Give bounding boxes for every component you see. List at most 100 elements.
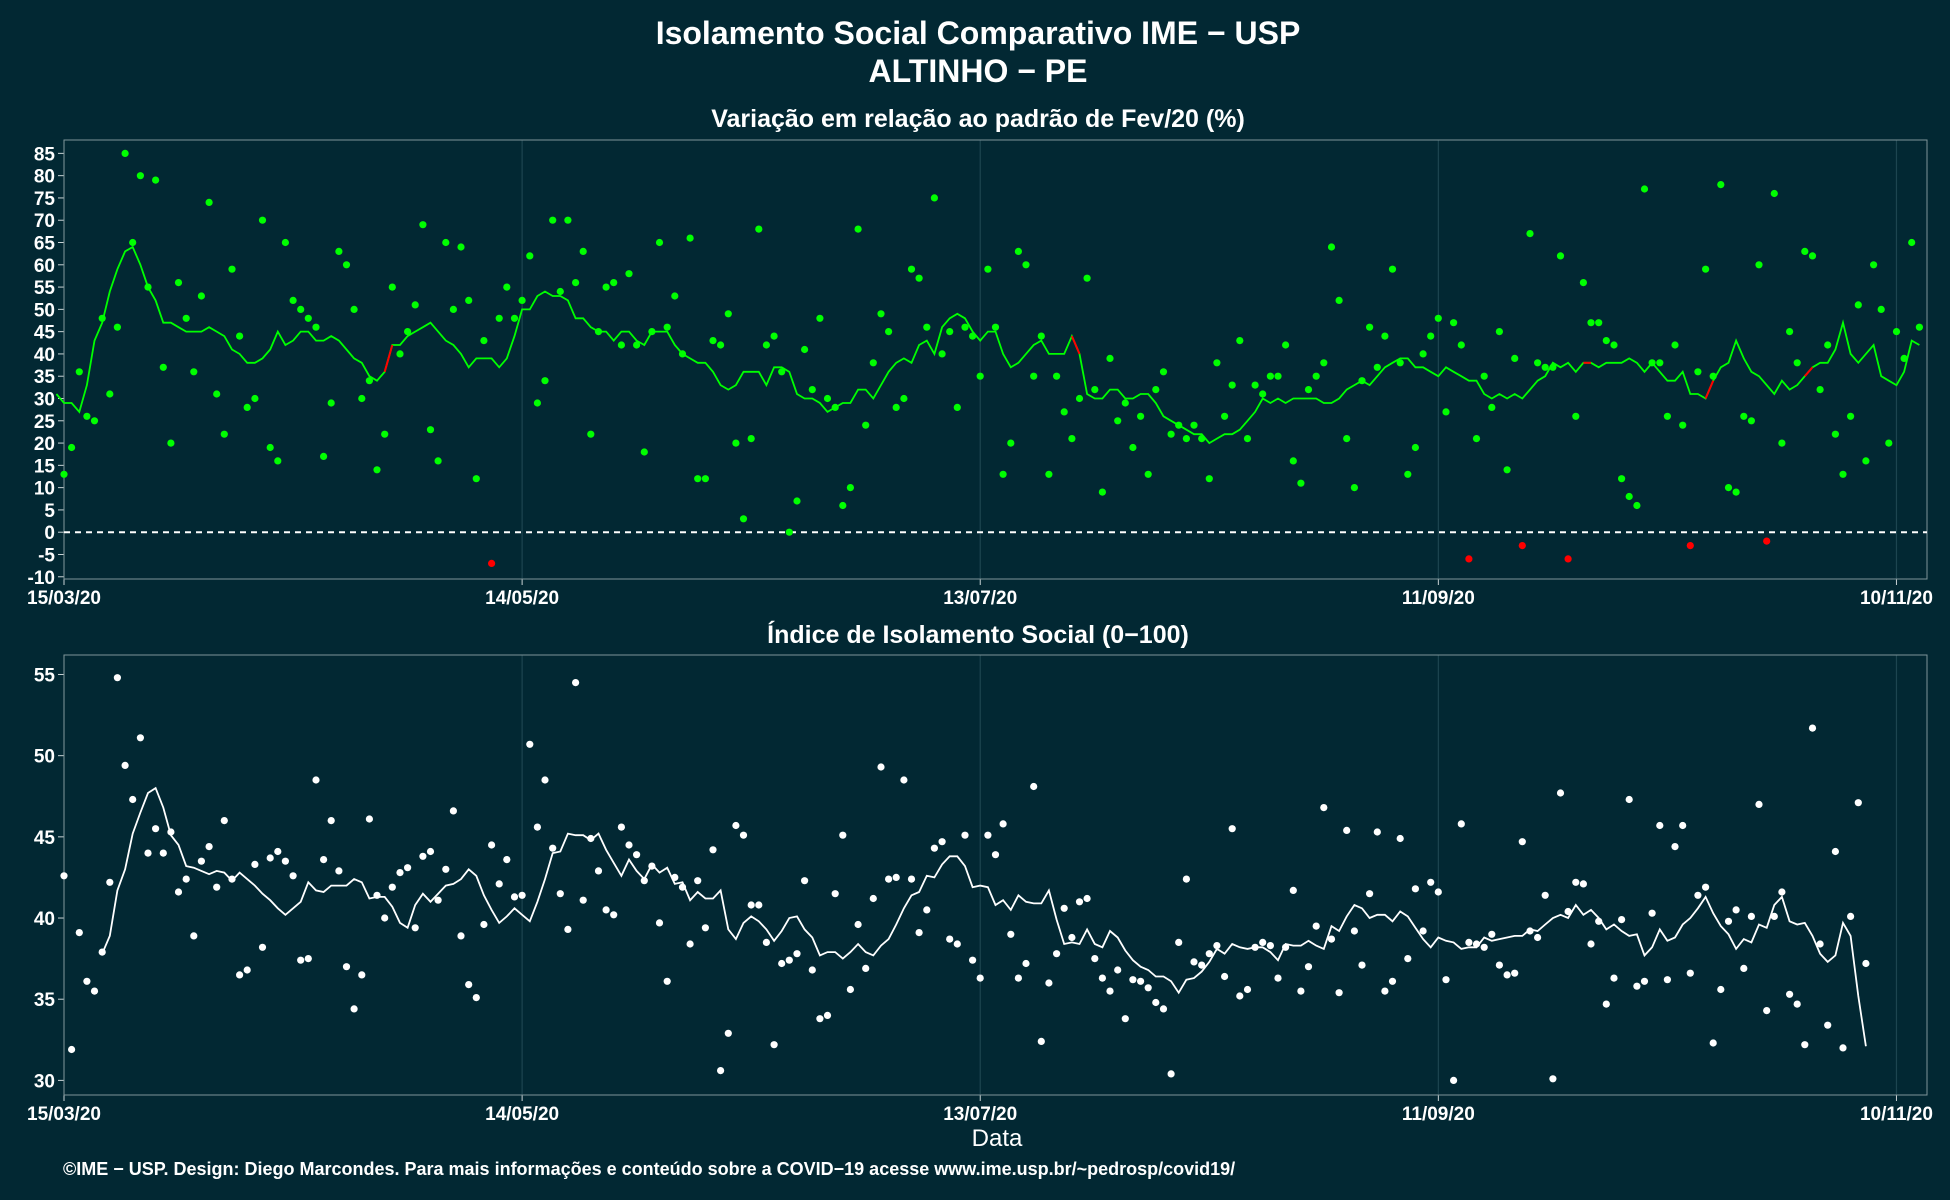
panel2-data-point xyxy=(320,856,328,864)
panel1-x-tick-label: 10/11/20 xyxy=(1860,588,1933,609)
panel1-data-point xyxy=(1808,252,1817,260)
panel2-data-point xyxy=(1724,917,1733,925)
panel1-data-point xyxy=(159,363,167,371)
panel2-data-point xyxy=(1442,976,1450,984)
panel2-data-point xyxy=(1808,724,1817,732)
panel1-y-tick-label: 15 xyxy=(34,456,56,477)
figure-title: Isolamento Social Comparativo IME − USP xyxy=(656,15,1301,51)
panel2-data-point xyxy=(709,846,717,854)
panel1-data-point xyxy=(1534,359,1542,367)
panel2-data-point xyxy=(1747,912,1755,921)
panel2-data-point xyxy=(1717,985,1725,994)
panel1-data-point xyxy=(762,341,771,349)
panel2-data-point xyxy=(1205,950,1213,958)
panel2-data-point xyxy=(495,880,503,888)
panel2-data-point xyxy=(892,873,900,882)
panel2-data-point xyxy=(938,838,946,846)
panel1-data-point xyxy=(1381,332,1389,340)
panel1-data-point xyxy=(228,265,236,273)
panel2-data-point xyxy=(694,877,702,885)
panel1-data-point xyxy=(1877,305,1885,313)
panel1-data-point xyxy=(1686,542,1694,550)
panel1-data-point xyxy=(1198,435,1206,443)
panel2-data-point xyxy=(251,860,259,869)
panel2-data-point xyxy=(1625,795,1633,804)
panel2-data-point xyxy=(1366,890,1374,898)
panel1-data-point xyxy=(1060,408,1068,416)
panel1-data-point xyxy=(365,377,373,385)
panel2-data-point xyxy=(342,963,351,971)
panel2-data-point xyxy=(984,831,992,839)
panel2-data-point xyxy=(1014,974,1023,982)
panel2-data-point xyxy=(625,841,633,849)
panel1-data-point xyxy=(1343,435,1351,443)
panel1-data-point xyxy=(1885,439,1893,447)
panel1-data-point xyxy=(1724,484,1733,492)
panel1-data-point xyxy=(1030,372,1038,380)
panel1-data-point xyxy=(900,394,908,403)
panel2-data-point xyxy=(98,948,106,956)
panel2-data-point xyxy=(1129,976,1137,984)
panel1-moving-average-negative-segment xyxy=(383,344,394,373)
panel2-data-point xyxy=(1259,938,1267,947)
panel1-data-point xyxy=(694,475,702,483)
panel1-data-point xyxy=(1518,542,1526,550)
panel2-data-point xyxy=(1152,998,1160,1007)
panel1-data-point xyxy=(885,328,893,336)
panel2-y-tick-label: 50 xyxy=(34,747,55,768)
panel1-data-point xyxy=(1350,484,1358,492)
panel1-y-tick-label: 20 xyxy=(34,434,55,455)
panel2-data-point xyxy=(281,857,289,865)
panel2-data-point xyxy=(969,956,977,964)
panel1-data-point xyxy=(68,443,76,452)
panel1-data-point xyxy=(587,430,595,438)
panel2-data-point xyxy=(640,877,648,885)
panel2-data-point xyxy=(1572,878,1580,886)
credit-text: ©IME − USP. Design: Diego Marcondes. Par… xyxy=(63,1159,1235,1179)
panel2-data-point xyxy=(442,865,450,873)
panel1-data-point xyxy=(1152,386,1160,394)
panel2-moving-average-line xyxy=(101,786,1867,1047)
panel1-data-point xyxy=(1717,181,1725,189)
panel1-data-point xyxy=(388,283,396,291)
panel1-data-point xyxy=(213,390,221,398)
panel1-data-point xyxy=(83,412,91,420)
panel2-data-point xyxy=(396,869,404,877)
panel1-data-point xyxy=(1404,470,1412,478)
panel1-data-point xyxy=(258,216,267,224)
panel1-data-point xyxy=(1602,337,1610,345)
panel2-data-point xyxy=(999,820,1007,828)
panel1-data-point xyxy=(1411,443,1419,452)
panel1-data-point xyxy=(1732,488,1740,496)
panel1-data-point xyxy=(846,484,855,492)
panel2-data-point xyxy=(1793,1000,1801,1008)
panel1-data-point xyxy=(1847,412,1855,420)
panel2-data-point xyxy=(1251,943,1259,951)
panel1-data-point xyxy=(701,475,710,483)
panel1-data-point xyxy=(686,234,694,242)
panel2-data-point xyxy=(1121,1015,1129,1023)
panel2-data-point xyxy=(1763,1007,1771,1015)
panel2-data-point xyxy=(1801,1041,1809,1049)
panel2-data-point xyxy=(755,901,763,909)
panel2-data-point xyxy=(381,914,389,922)
panel2-data-point xyxy=(1419,927,1427,935)
panel2-data-point xyxy=(388,883,396,891)
panel2-data-point xyxy=(717,1067,725,1075)
panel1-data-point xyxy=(671,292,679,300)
panel2-data-point xyxy=(1556,789,1565,797)
panel1-data-point xyxy=(793,497,801,505)
panel1-data-point xyxy=(197,292,205,300)
panel1-data-point xyxy=(411,301,419,309)
panel2-data-point xyxy=(655,919,664,927)
panel1-data-point xyxy=(152,176,160,184)
panel1-data-point xyxy=(1068,435,1076,443)
panel1-data-point xyxy=(984,265,992,273)
panel1-data-point xyxy=(1595,319,1603,327)
panel1-data-point xyxy=(655,238,664,247)
panel1-data-point xyxy=(1579,279,1587,287)
panel1-data-point xyxy=(1167,430,1175,438)
panel1-data-point xyxy=(946,328,954,336)
panel2-data-point xyxy=(1060,904,1068,912)
panel1-data-point xyxy=(320,452,328,460)
